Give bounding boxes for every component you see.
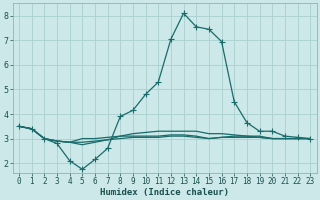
X-axis label: Humidex (Indice chaleur): Humidex (Indice chaleur) (100, 188, 229, 197)
